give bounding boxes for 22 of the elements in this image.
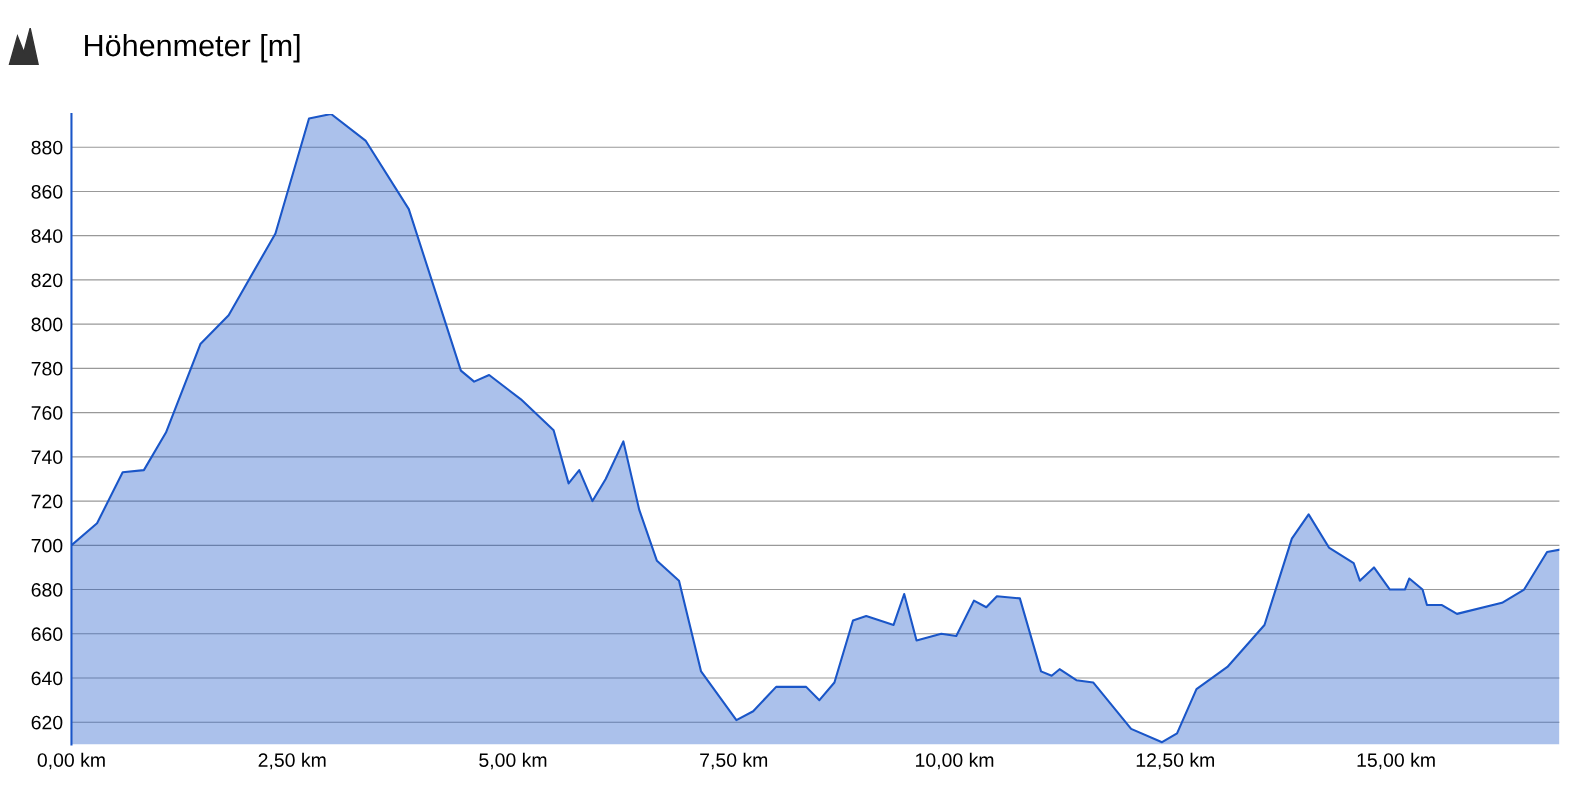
- x-tick-label: 0,00 km: [37, 752, 105, 770]
- x-tick-label: 12,50 km: [1136, 752, 1214, 770]
- y-tick-label: 820: [31, 273, 63, 288]
- x-tick-label: 15,00 km: [1357, 752, 1435, 770]
- y-tick-label: 800: [31, 317, 63, 332]
- y-tick-label: 700: [31, 538, 63, 553]
- y-tick-label: 840: [31, 229, 63, 243]
- chart-title: Höhenmeter [m]: [85, 33, 300, 63]
- y-tick-label: 680: [31, 583, 63, 597]
- y-tick-label: 860: [31, 184, 63, 199]
- y-tick-label: 640: [31, 671, 63, 686]
- y-tick-label: 880: [31, 140, 63, 155]
- y-tick-label: 760: [31, 406, 63, 420]
- y-tick-label: 660: [31, 627, 63, 642]
- x-tick-label: 7,50 km: [700, 752, 768, 770]
- x-tick-label: 2,50 km: [258, 752, 326, 770]
- y-tick-label: 780: [31, 361, 63, 376]
- y-tick-label: 740: [31, 450, 63, 465]
- y-tick-label: 720: [31, 494, 63, 509]
- x-tick-label: 10,00 km: [916, 752, 994, 770]
- x-tick-label: 5,00 km: [479, 752, 547, 770]
- y-tick-label: 620: [31, 715, 63, 730]
